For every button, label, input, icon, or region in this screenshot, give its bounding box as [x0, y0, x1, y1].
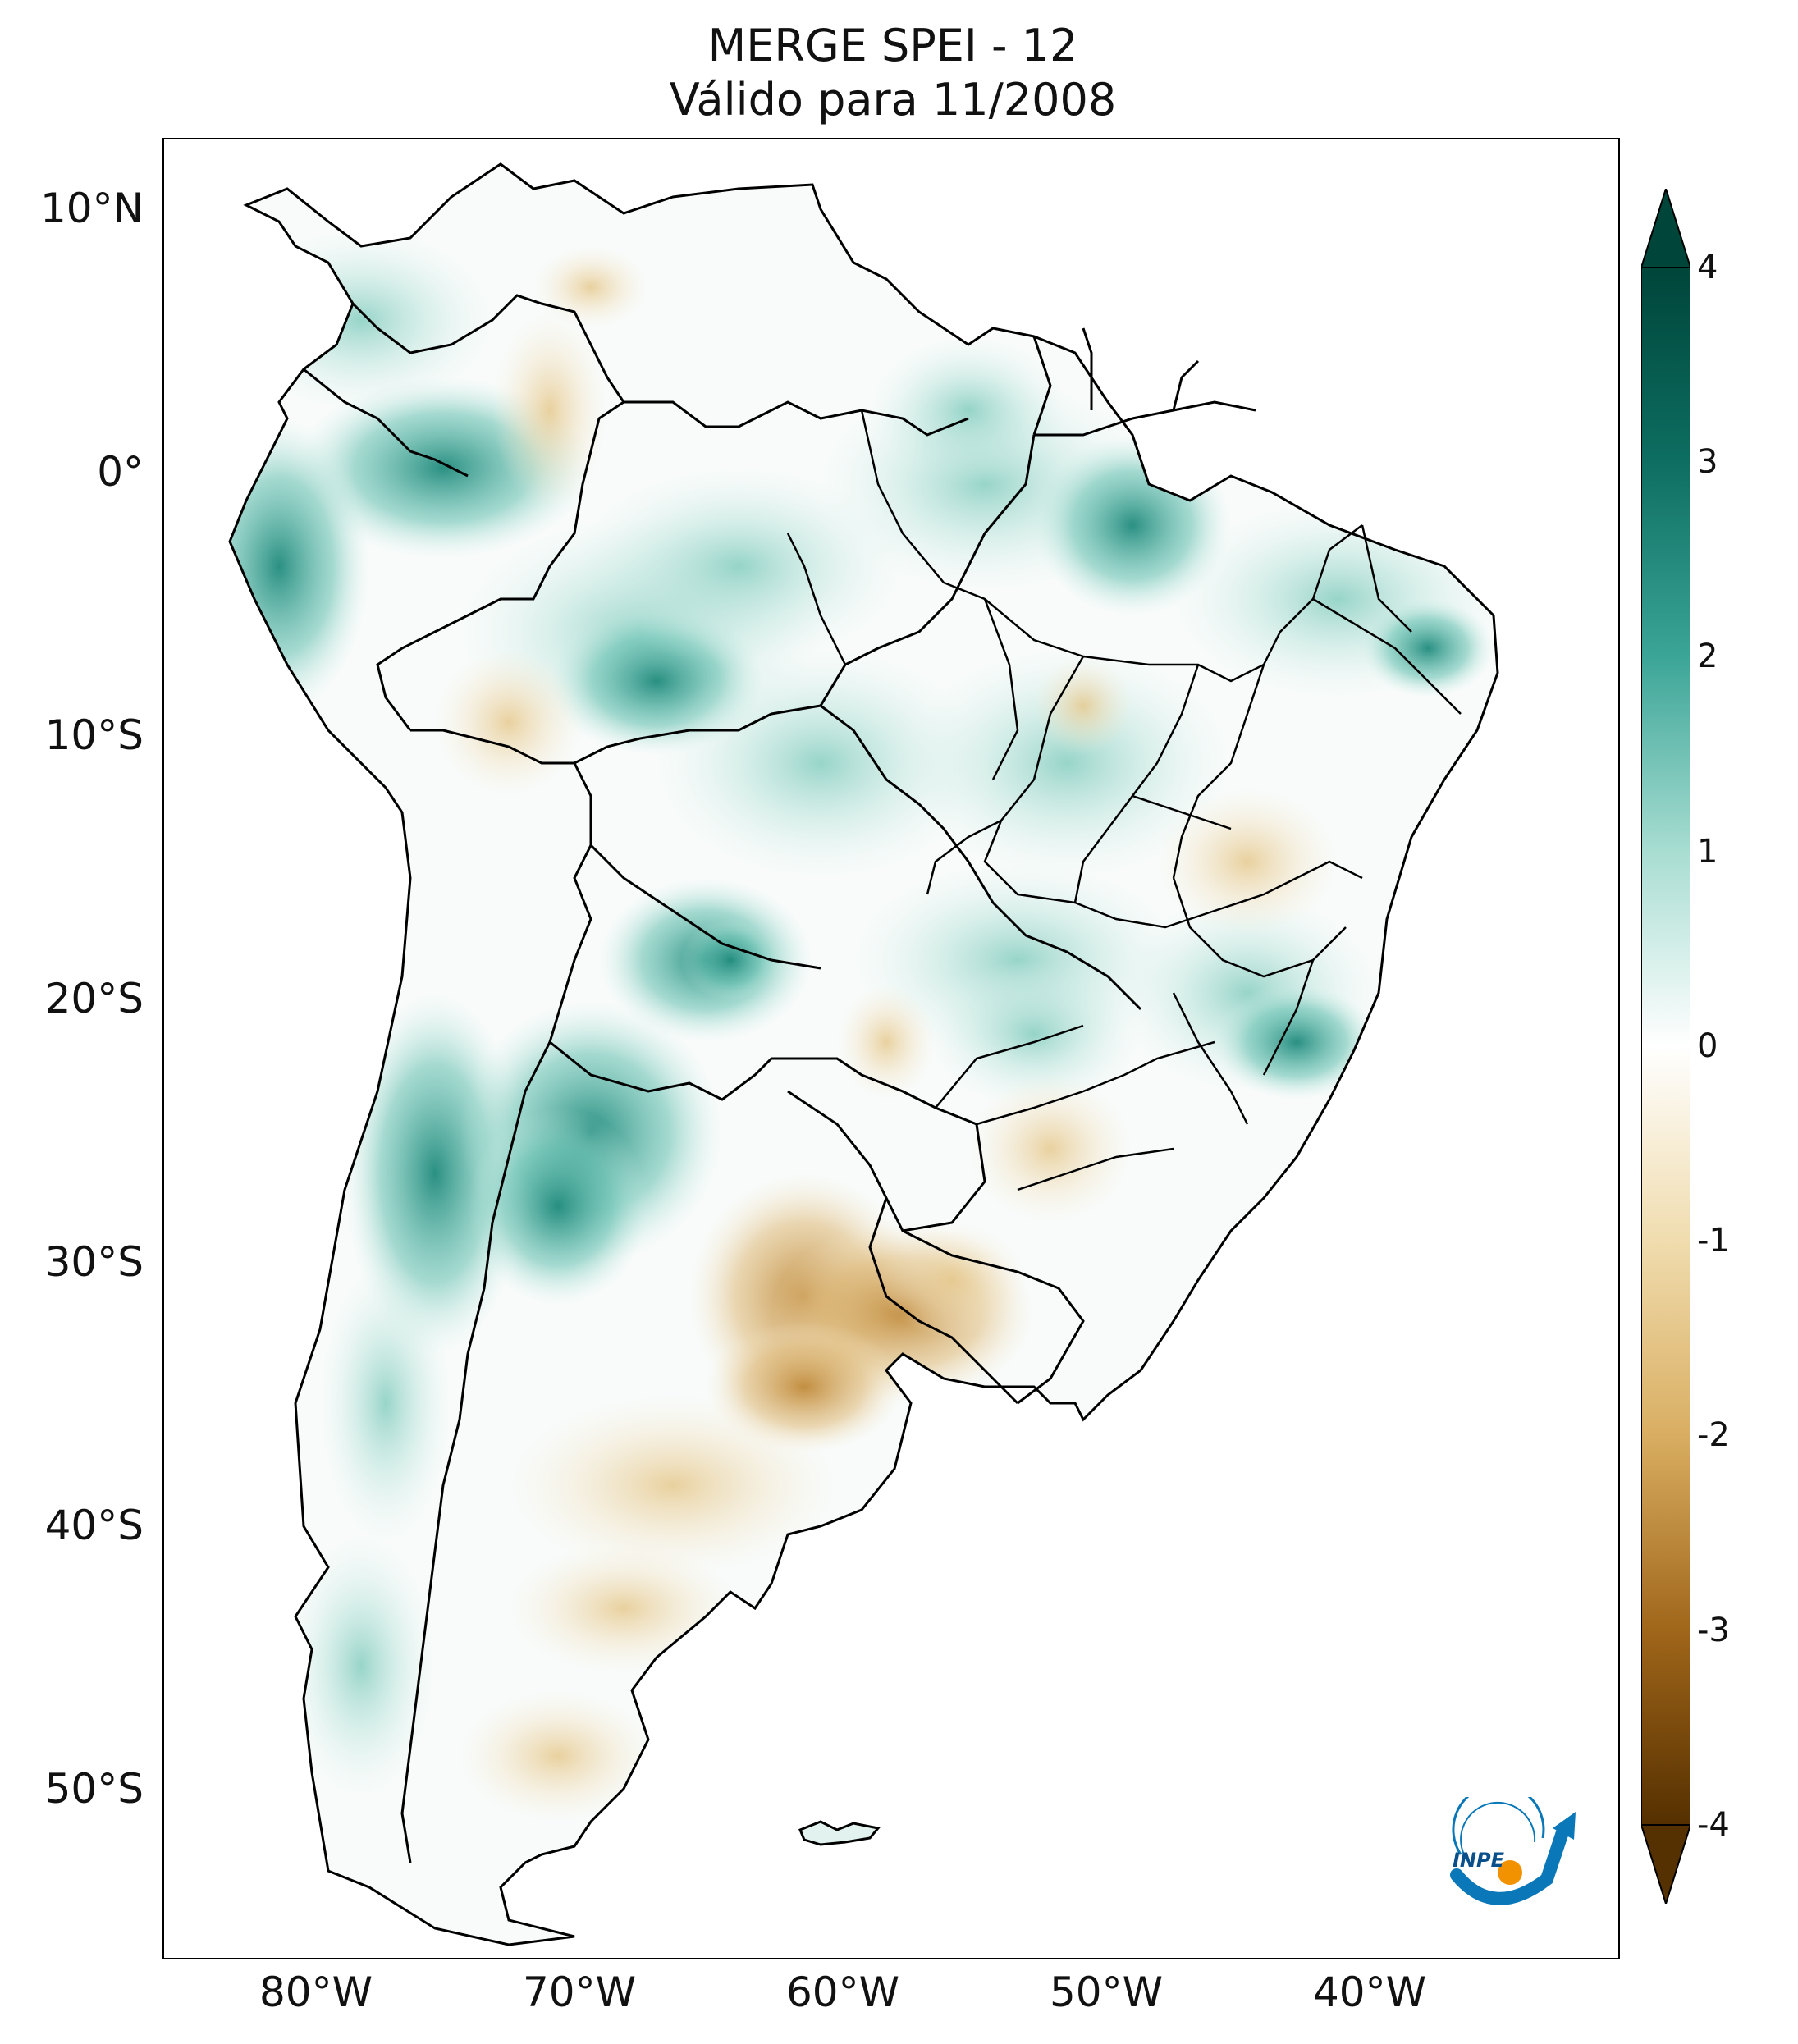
lat-label-50s: 50°S [44, 1765, 144, 1813]
lon-label-70w: 70°W [522, 1969, 637, 2016]
map-subtitle: Válido para 11/2008 [669, 74, 1117, 126]
map-title: MERGE SPEI - 12 [707, 20, 1078, 71]
colorbar-label-2: 2 [1697, 638, 1718, 675]
map-area [162, 138, 1620, 1959]
colorbar-label-neg4: -4 [1697, 1806, 1730, 1844]
colorbar-extend-min [1641, 1824, 1690, 1904]
colorbar-label-0: 0 [1697, 1027, 1718, 1065]
south-america-map [228, 162, 1499, 1946]
colorbar-label-neg3: -3 [1697, 1612, 1730, 1649]
state-borders [786, 409, 1462, 1191]
colorbar [1641, 189, 1690, 1904]
colorbar-label-neg2: -2 [1697, 1416, 1730, 1454]
lon-label-50w: 50°W [1049, 1969, 1164, 2016]
lat-label-0: 0° [97, 448, 144, 496]
falkland-islands [798, 1820, 881, 1846]
lat-label-20s: 20°S [44, 975, 144, 1022]
colorbar-gradient [1641, 267, 1690, 1826]
lat-label-10n: 10°N [39, 185, 144, 232]
colorbar-label-3: 3 [1697, 443, 1718, 481]
lat-label-40s: 40°S [44, 1502, 144, 1549]
inpe-logo: INPE [1450, 1797, 1576, 1905]
country-borders [303, 294, 1256, 1863]
inpe-logo-text: INPE [1453, 1849, 1505, 1872]
colorbar-extend-max [1641, 189, 1690, 268]
lat-label-10s: 10°S [44, 711, 144, 759]
spei-field [230, 230, 1498, 1822]
lon-label-80w: 80°W [258, 1969, 373, 2016]
lon-label-40w: 40°W [1312, 1969, 1427, 2016]
lat-label-30s: 30°S [44, 1238, 144, 1286]
colorbar-label-neg1: -1 [1697, 1222, 1730, 1260]
colorbar-label-1: 1 [1697, 833, 1718, 871]
colorbar-label-4: 4 [1697, 249, 1718, 286]
lon-label-60w: 60°W [785, 1969, 900, 2016]
